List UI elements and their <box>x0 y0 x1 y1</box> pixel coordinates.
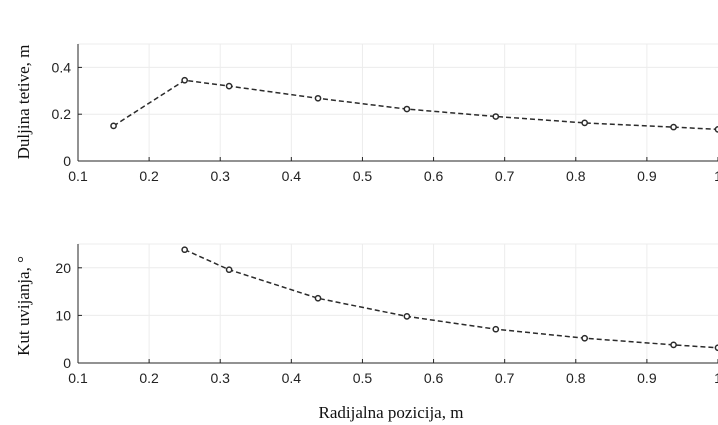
x-tick-label: 0.6 <box>424 370 444 386</box>
chart-chord-length: 0.1 0.2 0.3 0.4 0.5 0.6 0.7 0.8 0.9 1 0 0.2 0.4 <box>52 43 718 184</box>
data-point <box>314 294 322 302</box>
y-tick-label: 0.4 <box>52 59 72 75</box>
data-point <box>225 82 233 90</box>
data-point <box>581 334 589 342</box>
data-point <box>225 266 233 274</box>
y-axis-label-chord: Duljina tetive, m <box>14 45 33 160</box>
x-tick-label: 0.3 <box>210 168 230 184</box>
data-point <box>581 119 589 127</box>
data-point <box>670 123 677 131</box>
data-point <box>492 113 500 120</box>
x-tick-label: 0.5 <box>353 168 373 184</box>
series-line <box>184 249 718 349</box>
x-tick-label: 1 <box>714 370 718 386</box>
x-tick-label: 0.9 <box>637 370 657 386</box>
data-point <box>670 341 677 349</box>
series-line <box>113 79 718 131</box>
x-tick-label: 0.4 <box>282 370 302 386</box>
x-tick-label: 1 <box>714 168 718 184</box>
data-point <box>403 105 411 113</box>
x-tick-label: 0.3 <box>210 370 230 386</box>
data-point <box>181 76 189 84</box>
x-tick-label: 0.1 <box>68 168 88 184</box>
x-axis-label: Radijalna pozicija, m <box>319 403 464 422</box>
x-tick-label: 0.9 <box>637 168 657 184</box>
x-tick-label: 0.7 <box>495 168 515 184</box>
x-tick-label: 0.1 <box>68 370 88 386</box>
y-tick-label: 20 <box>55 260 71 276</box>
chart-twist-angle: 0.10.20.30.40.50.60.70.80.9101020 <box>55 243 718 386</box>
x-tick-label: 0.8 <box>566 168 586 184</box>
x-tick-label: 0.7 <box>495 370 515 386</box>
x-tick-label: 0.2 <box>139 168 159 184</box>
y-axis-label-twist: Kut uvijanja, ° <box>14 256 33 356</box>
data-point <box>181 246 189 254</box>
x-tick-label: 0.4 <box>282 168 302 184</box>
x-tick-label: 0.5 <box>353 370 373 386</box>
y-tick-label: 0 <box>63 355 71 371</box>
data-point <box>714 126 718 133</box>
data-point <box>403 313 411 320</box>
data-point <box>492 325 500 333</box>
data-point <box>314 94 322 102</box>
y-tick-label: 0 <box>63 153 71 169</box>
x-tick-label: 0.6 <box>424 168 444 184</box>
x-tick-label: 0.8 <box>566 370 586 386</box>
y-tick-label: 10 <box>55 307 71 323</box>
y-tick-label: 0.2 <box>52 106 72 122</box>
data-point <box>714 344 718 352</box>
x-tick-label: 0.2 <box>139 370 159 386</box>
data-point <box>110 122 117 130</box>
